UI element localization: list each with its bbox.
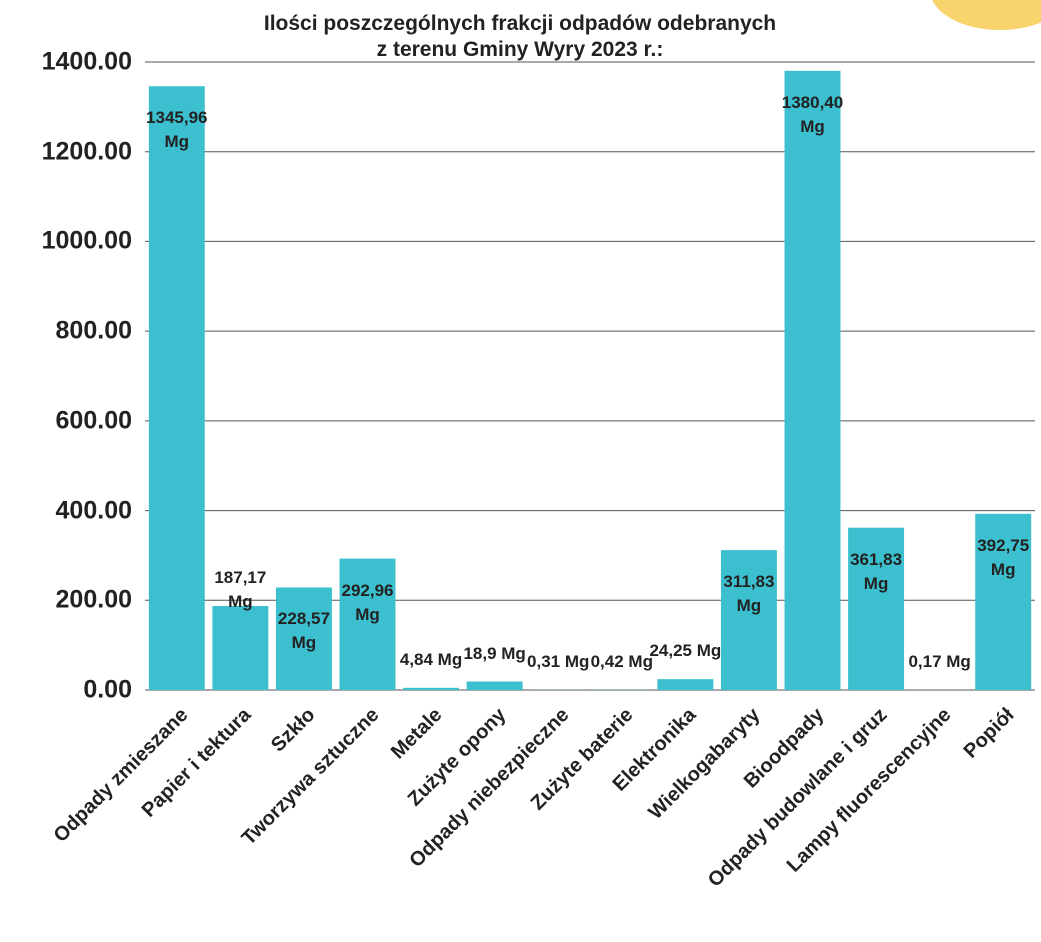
- y-tick-label: 800.00: [12, 317, 132, 346]
- chart-title: Ilości poszczególnych frakcji odpadów od…: [170, 12, 870, 36]
- bar: [403, 688, 459, 690]
- bar: [212, 606, 268, 690]
- value-label: 361,83 Mg: [839, 548, 913, 596]
- bar: [467, 682, 523, 690]
- chart: Ilości poszczególnych frakcji odpadów od…: [0, 0, 1041, 942]
- y-tick-label: 0.00: [12, 676, 132, 705]
- value-label: 311,83 Mg: [712, 570, 786, 618]
- value-label: 0,17 Mg: [903, 650, 977, 674]
- decoration: [930, 0, 1041, 30]
- y-tick-label: 600.00: [12, 406, 132, 435]
- value-label: 24,25 Mg: [648, 639, 722, 663]
- value-label: 1345,96 Mg: [140, 106, 214, 154]
- y-tick-label: 1400.00: [12, 48, 132, 77]
- value-label: 292,96 Mg: [331, 579, 405, 627]
- chart-title: z terenu Gminy Wyry 2023 r.:: [170, 38, 870, 62]
- y-tick-label: 1200.00: [12, 137, 132, 166]
- y-tick-label: 400.00: [12, 496, 132, 525]
- y-tick-label: 200.00: [12, 586, 132, 615]
- bar: [785, 71, 841, 690]
- value-label: 1380,40 Mg: [776, 91, 850, 139]
- value-label: 392,75 Mg: [966, 534, 1040, 582]
- bar: [657, 679, 713, 690]
- bar: [149, 86, 205, 690]
- y-tick-label: 1000.00: [12, 227, 132, 256]
